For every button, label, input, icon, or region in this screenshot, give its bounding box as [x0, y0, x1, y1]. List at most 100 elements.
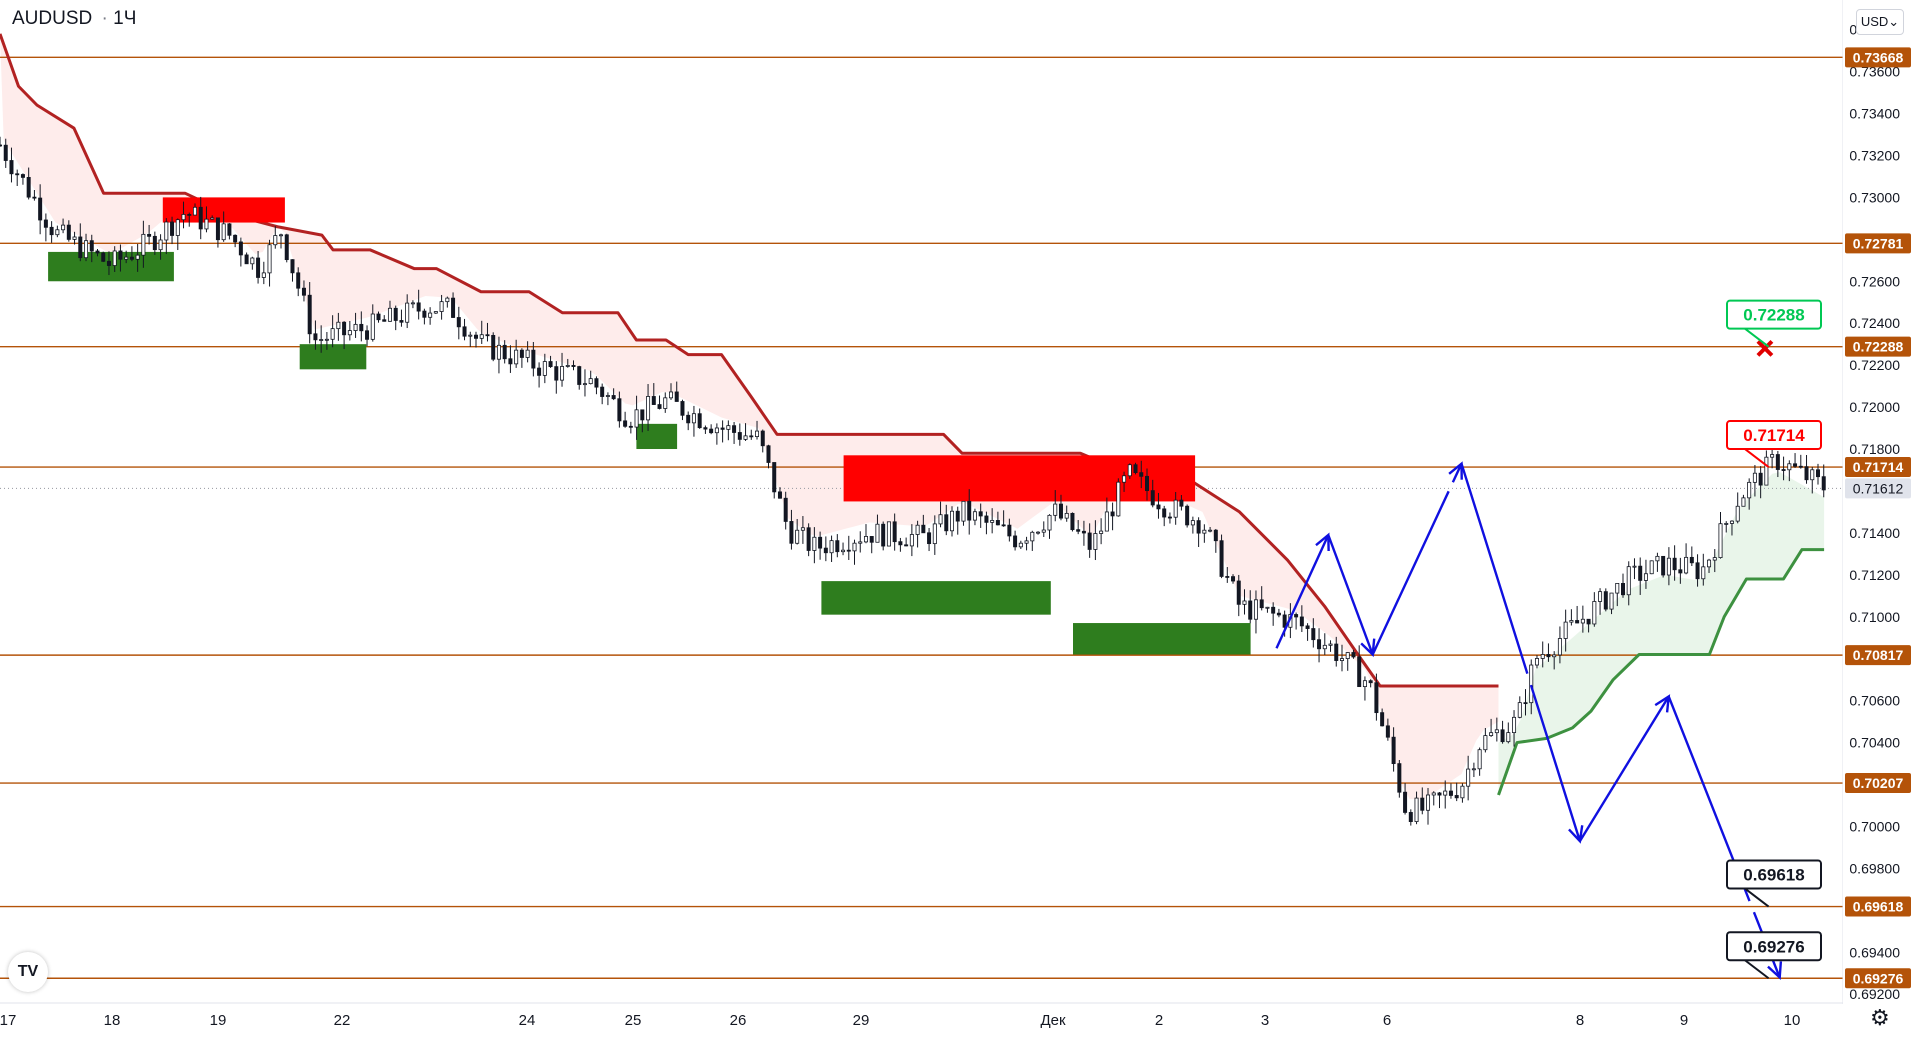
- candle-body-46: [261, 272, 266, 278]
- candle-body-147: [841, 549, 846, 553]
- candle-body-73: [416, 302, 421, 312]
- candle-body-221: [1265, 606, 1270, 609]
- header-separator-icon: ·: [101, 8, 108, 29]
- candle-body-213: [1219, 540, 1224, 577]
- candle-body-247: [1414, 797, 1419, 822]
- forecast-segment-5: [1578, 695, 1670, 842]
- candle-body-162: [927, 532, 932, 545]
- candle-body-277: [1586, 618, 1591, 625]
- currency-select[interactable]: USD⌄: [1856, 9, 1904, 35]
- y-tick-label-14: 0.70400: [1849, 735, 1900, 751]
- x-tick-label-5: 25: [625, 1012, 642, 1029]
- y-tick-label-15: 0.70000: [1849, 818, 1900, 834]
- candle-body-65: [370, 313, 375, 340]
- candle-body-160: [915, 524, 920, 535]
- tradingview-logo-icon[interactable]: TV: [8, 952, 48, 992]
- interval-label[interactable]: 1Ч: [113, 8, 137, 29]
- candle-body-93: [531, 349, 536, 369]
- candle-body-280: [1603, 591, 1608, 610]
- x-tick-label-7: 29: [853, 1012, 870, 1029]
- candle-body-87: [496, 344, 501, 360]
- candle-body-307: [1758, 472, 1763, 486]
- last-price-label: 0.71612: [1853, 480, 1904, 496]
- gear-icon[interactable]: ⚙: [1870, 1005, 1890, 1030]
- candle-body-76: [433, 311, 438, 314]
- candle-body-99: [565, 365, 570, 367]
- candle-body-205: [1173, 499, 1178, 518]
- candle-body-41: [233, 234, 238, 243]
- target-label-1: 0.71714: [1743, 426, 1805, 445]
- candle-body-206: [1179, 499, 1184, 507]
- x-tick-label-8: Дек: [1040, 1012, 1066, 1029]
- candle-body-214: [1225, 576, 1230, 578]
- candle-body-26: [147, 233, 152, 237]
- resistance-fill: [0, 33, 1499, 800]
- candle-body-112: [640, 409, 645, 421]
- candle-body-100: [571, 365, 576, 367]
- candle-body-313: [1793, 463, 1798, 467]
- candle-body-268: [1534, 658, 1539, 666]
- candle-body-106: [605, 395, 610, 397]
- candle-body-42: [238, 241, 243, 256]
- candle-body-156: [892, 521, 897, 543]
- x-tick-label-13: 9: [1680, 1012, 1688, 1029]
- candle-body-108: [617, 398, 622, 422]
- candle-body-216: [1236, 580, 1241, 605]
- level-badge-label-6: 0.69618: [1853, 899, 1904, 915]
- candle-body-202: [1156, 504, 1161, 510]
- candle-body-48: [273, 235, 278, 246]
- x-tick-label-0: 17: [0, 1012, 16, 1029]
- candle-body-116: [663, 397, 668, 409]
- candle-body-39: [221, 223, 226, 241]
- candle-body-282: [1615, 583, 1620, 594]
- candle-body-21: [118, 250, 123, 260]
- target-label-3: 0.69276: [1743, 937, 1804, 956]
- candle-body-20: [112, 250, 117, 266]
- candle-body-174: [995, 520, 1000, 526]
- candle-body-250: [1431, 792, 1436, 796]
- candle-body-18: [101, 252, 106, 262]
- candle-body-201: [1150, 490, 1155, 506]
- candle-body-273: [1563, 621, 1568, 639]
- candle-body-43: [244, 254, 249, 265]
- candle-body-109: [623, 420, 628, 427]
- candle-body-139: [795, 529, 800, 544]
- candle-body-140: [800, 527, 805, 531]
- green-zone-3: [821, 581, 1051, 615]
- candle-body-120: [686, 414, 691, 424]
- candle-body-224: [1282, 614, 1287, 628]
- candle-body-284: [1626, 566, 1631, 596]
- candle-body-210: [1202, 529, 1207, 534]
- level-badge-6: [1845, 896, 1911, 917]
- candle-body-294: [1684, 556, 1689, 574]
- candle-body-305: [1747, 481, 1752, 499]
- candle-body-165: [944, 514, 949, 532]
- level-badge-7: [1845, 968, 1911, 989]
- candle-body-269: [1540, 654, 1545, 659]
- candle-body-194: [1110, 511, 1115, 517]
- candle-body-172: [984, 515, 989, 523]
- candle-body-231: [1322, 644, 1327, 650]
- symbol-header[interactable]: AUDUSD · 1Ч: [8, 6, 141, 32]
- target-box-3: [1726, 931, 1822, 962]
- candle-body-207: [1185, 505, 1190, 526]
- candle-body-75: [428, 312, 433, 318]
- candle-body-223: [1276, 612, 1281, 616]
- y-tick-label-7: 0.72200: [1849, 357, 1900, 373]
- candle-body-86: [491, 334, 496, 360]
- forecast-segment-4: [1460, 463, 1582, 842]
- symbol-label: AUDUSD: [12, 8, 93, 29]
- forecast-segment-1: [1275, 534, 1330, 649]
- candle-body-257: [1471, 768, 1476, 771]
- candle-body-30: [170, 221, 175, 236]
- candle-body-211: [1208, 529, 1213, 532]
- candle-body-29: [164, 221, 169, 241]
- candle-body-19: [106, 260, 111, 266]
- candle-body-175: [1001, 524, 1006, 527]
- candle-body-193: [1104, 511, 1109, 532]
- candle-body-154: [881, 523, 886, 547]
- candle-body-233: [1334, 643, 1339, 661]
- target-label-0: 0.72288: [1743, 306, 1804, 325]
- candle-body-255: [1460, 785, 1465, 799]
